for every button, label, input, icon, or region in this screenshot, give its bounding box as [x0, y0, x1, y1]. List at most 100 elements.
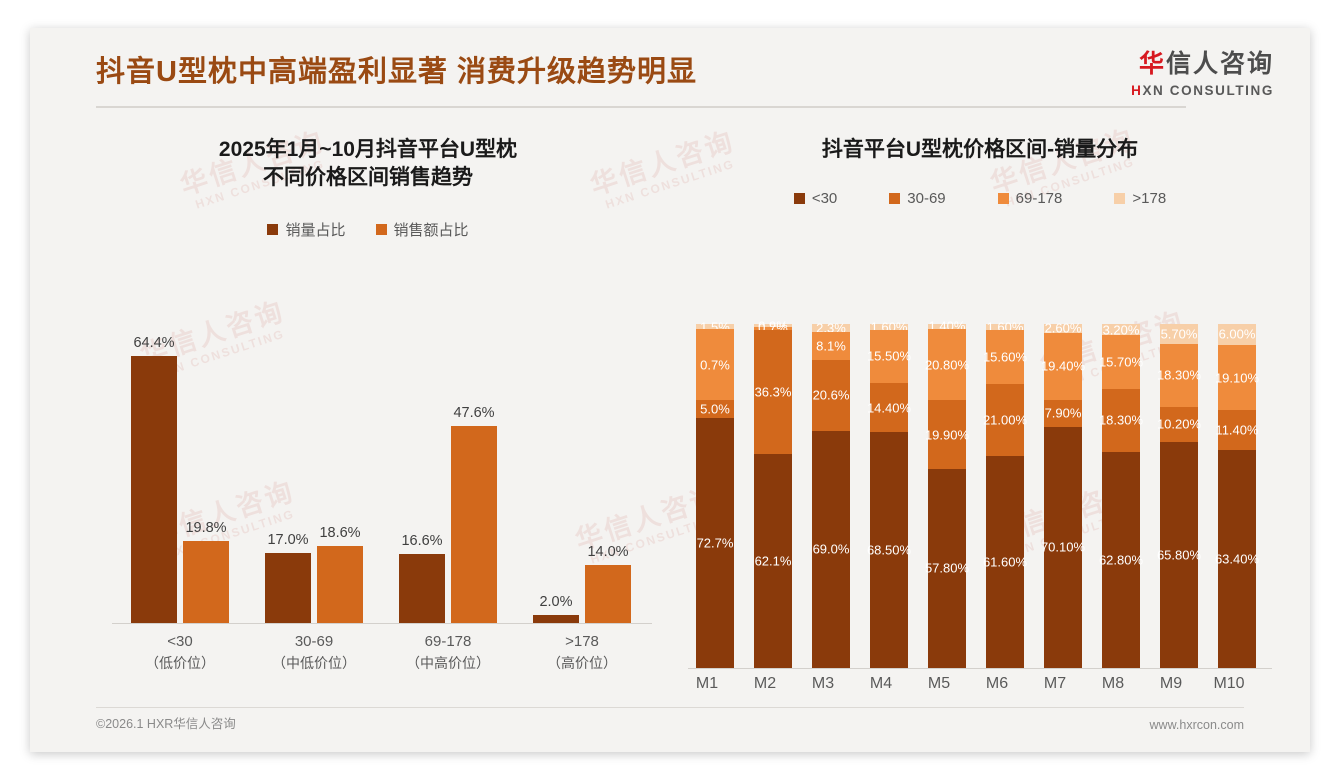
stack-segment-label: 18.30%	[1156, 367, 1202, 383]
stacked-bar[interactable]: 3.20% 15.70% 18.30% 62.80%	[1098, 322, 1144, 668]
slide-canvas: 华信人咨询 HXN CONSULTING 华信人咨询 HXN CONSULTING …	[30, 28, 1310, 752]
bar-qty[interactable]: 2.0%	[533, 323, 579, 623]
stack-segment-<30: 63.40%	[1215, 449, 1259, 668]
stack-segment->178: 3.20%	[1102, 322, 1140, 337]
brand-logo: 华信人咨询 HXN CONSULTING	[1131, 52, 1274, 98]
bar-value-label: 19.8%	[185, 519, 227, 536]
stack-segment-label: 2.60%	[1044, 320, 1082, 336]
stack-segment-label: 68.50%	[866, 542, 912, 558]
stack-segment-label: 36.3%	[754, 384, 792, 400]
bar-amount[interactable]: 19.8%	[183, 323, 229, 623]
legend-item-<30[interactable]: <30	[793, 190, 838, 208]
logo-en-accent: H	[1131, 83, 1143, 98]
stack-segment-<30: 68.50%	[866, 432, 912, 668]
bar-value-label: 14.0%	[587, 544, 629, 560]
month-label: M6	[985, 675, 1009, 692]
bar-qty[interactable]: 64.4%	[131, 323, 177, 623]
bar-amount[interactable]: 18.6%	[317, 323, 363, 623]
bar-group: 2.0% 14.0%	[522, 323, 642, 623]
stacked-bar[interactable]: 2.60% 19.40% 7.90% 70.10%	[1040, 320, 1086, 668]
stack-segment->178: 5.70%	[1160, 324, 1198, 344]
bar-amount[interactable]: 14.0%	[585, 323, 631, 623]
stacked-bar[interactable]: 1.5% 0.7% 5.0% 72.7%	[696, 319, 734, 668]
stack-segment-label: 19.40%	[1040, 358, 1086, 374]
stack-segment-label: 15.70%	[1098, 354, 1144, 370]
stack-segment-label: 20.80%	[924, 357, 970, 373]
stack-segment-label: 65.80%	[1156, 547, 1202, 563]
stacked-bar[interactable]: 0.9% 0.7% 36.3% 62.1%	[754, 318, 792, 668]
category-label-sub: （低价位）	[145, 655, 215, 672]
stack-segment-label: 69.0%	[812, 541, 850, 557]
legend-swatch-icon	[889, 193, 901, 205]
bar-group: 17.0% 18.6%	[254, 323, 374, 623]
bar	[585, 565, 631, 623]
stacked-bar[interactable]: 1.60% 15.60% 21.00% 61.60%	[982, 320, 1028, 668]
stack-segment-69-178: 19.40%	[1040, 332, 1086, 400]
month-label: M3	[811, 675, 835, 692]
stack-segment-<30: 61.60%	[982, 456, 1028, 668]
stack-segment-69-178: 8.1%	[812, 331, 850, 360]
stack-segment-30-69: 20.6%	[812, 359, 850, 431]
stack-segment-30-69: 5.0%	[696, 400, 734, 418]
bar-value-label: 17.0%	[267, 531, 309, 548]
bar-group: 64.4% 19.8%	[120, 323, 240, 623]
slide-header: 抖音U型枕中高端盈利显著 消费升级趋势明显 华信人咨询 HXN CONSULTI…	[30, 28, 1310, 116]
bar	[317, 545, 363, 623]
bar-group: 16.6% 47.6%	[388, 323, 508, 623]
legend-label: 69-178	[1015, 190, 1063, 208]
stack-segment-label: 11.40%	[1215, 422, 1259, 438]
stack-segment-label: 61.60%	[982, 554, 1028, 570]
stack-segment-label: 8.1%	[816, 338, 846, 354]
legend-label: 30-69	[907, 190, 946, 208]
legend-item-69-178[interactable]: 69-178	[997, 190, 1063, 208]
stack-segment-69-178: 18.30%	[1156, 343, 1202, 407]
legend-item-amount[interactable]: 销售额占比	[375, 219, 469, 240]
chart-panel-left: 2025年1月~10月抖音平台U型枕 不同价格区间销售趋势 销量占比 销售额占比…	[68, 124, 668, 684]
stack-segment-69-178: 0.7%	[696, 329, 734, 401]
legend-swatch-icon	[1114, 193, 1126, 205]
logo-english-text: HXN CONSULTING	[1131, 84, 1274, 98]
bar-value-label: 16.6%	[401, 533, 443, 550]
stack-segment-69-178: 15.50%	[867, 329, 911, 383]
category-label-main: 30-69	[294, 633, 334, 650]
footer-website: www.hxrcon.com	[1149, 718, 1244, 732]
bar	[451, 425, 497, 623]
stack-segment-label: 15.60%	[982, 349, 1028, 365]
legend-item->178[interactable]: >178	[1114, 190, 1166, 207]
stacked-bar[interactable]: 6.00% 19.10% 11.40% 63.40%	[1215, 324, 1259, 668]
logo-cn-rest: 信人咨询	[1165, 50, 1274, 78]
bar	[265, 552, 311, 623]
stack-segment->178: 2.60%	[1044, 320, 1082, 336]
logo-cn-accent: 华	[1138, 50, 1166, 78]
category-label: 30-69 （中低价位）	[239, 630, 389, 675]
chart-right-plot: 1.5% 0.7% 5.0% 72.7% 0.9% 0.7% 36.3% 62.1% 2.3% 8…	[688, 318, 1272, 669]
bar-amount[interactable]: 47.6%	[451, 323, 497, 623]
stacked-bar[interactable]: 1.60% 15.50% 14.40% 68.50%	[866, 319, 912, 668]
stack-segment-69-178: 15.60%	[982, 330, 1028, 384]
stack-segment->178: 6.00%	[1218, 324, 1256, 345]
chart-panel-right: 抖音平台U型枕价格区间-销量分布 <30 30-69 69-178 >178 1.5%…	[680, 124, 1280, 692]
legend-item-qty[interactable]: 销量占比	[267, 219, 346, 240]
chart-right-legend: <30 30-69 69-178 >178	[680, 190, 1280, 207]
stack-segment-30-69: 14.40%	[867, 382, 911, 433]
bar-qty[interactable]: 16.6%	[399, 323, 445, 623]
legend-label: <30	[811, 190, 838, 208]
stack-segment-<30: 72.7%	[696, 417, 734, 668]
stack-segment-label: 70.10%	[1040, 539, 1086, 555]
bar	[399, 554, 445, 623]
stacked-bar[interactable]: 1.40% 20.80% 19.90% 57.80%	[924, 319, 970, 668]
stack-segment-69-178: 15.70%	[1098, 335, 1144, 389]
stack-segment-<30: 65.80%	[1156, 441, 1202, 668]
bar-qty[interactable]: 17.0%	[265, 323, 311, 623]
stack-segment-label: 5.0%	[700, 401, 730, 417]
bar-value-label: 2.0%	[539, 593, 573, 610]
stack-segment-30-69: 19.90%	[925, 400, 969, 469]
stack-segment-label: 10.20%	[1156, 416, 1202, 432]
legend-item-30-69[interactable]: 30-69	[889, 190, 946, 208]
page-title: 抖音U型枕中高端盈利显著 消费升级趋势明显	[96, 56, 698, 88]
stacked-bar[interactable]: 5.70% 18.30% 10.20% 65.80%	[1156, 324, 1202, 668]
bar-value-label: 64.4%	[133, 335, 175, 352]
stack-segment-30-69: 11.40%	[1215, 410, 1259, 450]
stacked-bar[interactable]: 2.3% 8.1% 20.6% 69.0%	[812, 320, 850, 668]
logo-en-rest: XN CONSULTING	[1142, 83, 1274, 98]
